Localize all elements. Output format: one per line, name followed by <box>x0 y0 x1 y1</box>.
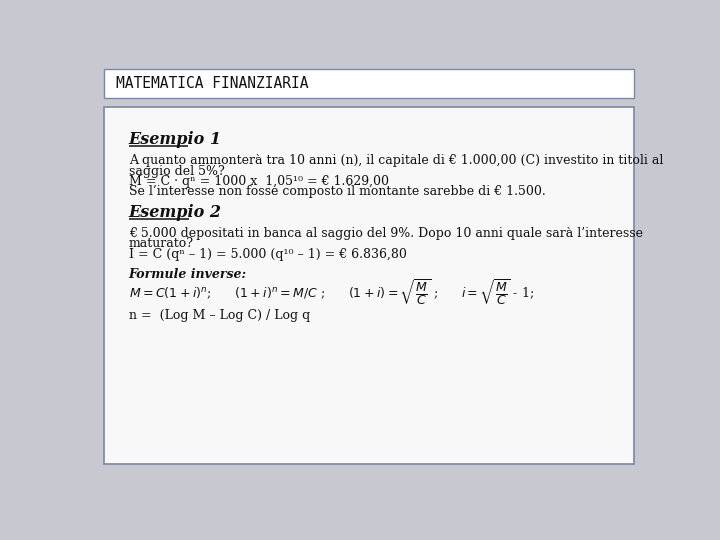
FancyBboxPatch shape <box>104 107 634 464</box>
FancyBboxPatch shape <box>104 69 634 98</box>
Text: I = C (qⁿ – 1) = 5.000 (q¹⁰ – 1) = € 6.836,80: I = C (qⁿ – 1) = 5.000 (q¹⁰ – 1) = € 6.8… <box>129 248 407 261</box>
Text: A quanto ammonterà tra 10 anni (n), il capitale di € 1.000,00 (C) investito in t: A quanto ammonterà tra 10 anni (n), il c… <box>129 154 663 167</box>
Text: Formule inverse:: Formule inverse: <box>129 268 247 281</box>
Text: Esempio 1: Esempio 1 <box>129 131 222 148</box>
Text: $M = C(1+i)^n$;      $(1+i)^n = M/C$ ;      $(1+i)= \sqrt{\dfrac{M}{C}}$ ;      : $M = C(1+i)^n$; $(1+i)^n = M/C$ ; $(1+i)… <box>129 278 534 307</box>
Text: M = C · qⁿ = 1000 x  1,05¹⁰ = € 1.629,00: M = C · qⁿ = 1000 x 1,05¹⁰ = € 1.629,00 <box>129 175 389 188</box>
Text: Se l’interesse non fosse composto il montante sarebbe di € 1.500.: Se l’interesse non fosse composto il mon… <box>129 185 546 198</box>
Text: MATEMATICA FINANZIARIA: MATEMATICA FINANZIARIA <box>117 76 309 91</box>
Text: maturato?: maturato? <box>129 237 194 251</box>
Text: n =  (Log M – Log C) / Log q: n = (Log M – Log C) / Log q <box>129 309 310 322</box>
Text: € 5.000 depositati in banca al saggio del 9%. Dopo 10 anni quale sarà l’interess: € 5.000 depositati in banca al saggio de… <box>129 227 643 240</box>
Text: Esempio 2: Esempio 2 <box>129 204 222 221</box>
Text: saggio del 5%?: saggio del 5%? <box>129 165 225 178</box>
